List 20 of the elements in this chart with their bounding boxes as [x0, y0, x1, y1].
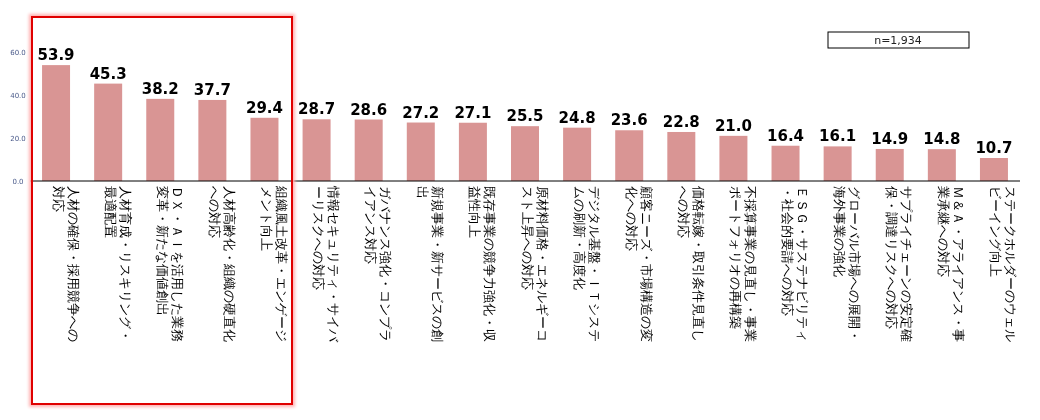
data-label: 14.9: [871, 129, 909, 148]
data-label: 23.6: [610, 111, 648, 130]
data-label: 21.0: [714, 116, 752, 135]
data-label: 16.1: [819, 127, 857, 146]
annotation: n=1,934: [874, 34, 922, 47]
data-label: 22.8: [662, 112, 700, 131]
data-label: 38.2: [141, 79, 179, 98]
data-label: 28.6: [350, 100, 388, 119]
data-label: 25.5: [506, 107, 544, 126]
data-label: 24.8: [558, 108, 596, 127]
data-label: 45.3: [89, 64, 127, 83]
data-label: 10.7: [975, 138, 1013, 157]
data-label: 27.2: [402, 103, 440, 122]
data-label: 14.8: [923, 130, 961, 149]
data-label: 27.1: [454, 103, 492, 122]
data-label: 16.4: [767, 126, 805, 145]
data-label: 29.4: [245, 98, 283, 117]
data-label: 53.9: [37, 46, 75, 65]
data-label: 28.7: [298, 100, 336, 119]
data-label: 37.7: [193, 80, 231, 99]
